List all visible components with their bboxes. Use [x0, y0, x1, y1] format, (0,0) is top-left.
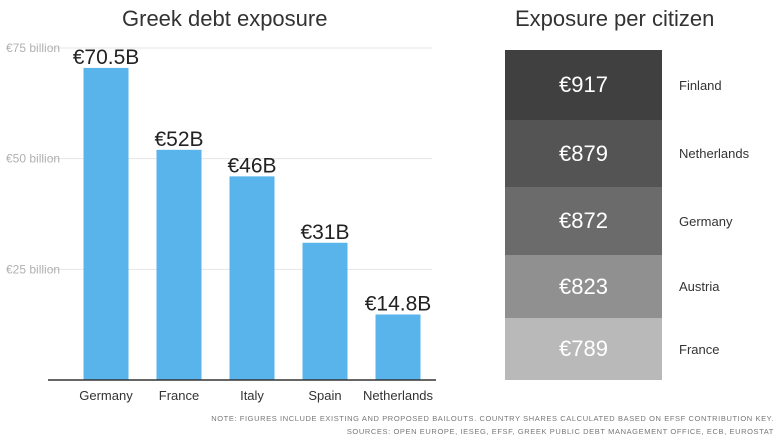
citizen-value: €879 [505, 120, 662, 187]
citizen-country: Germany [679, 213, 733, 229]
bar [156, 149, 202, 380]
citizen-row: €879 Netherlands [505, 120, 775, 187]
bar-chart-title: Greek debt exposure [122, 6, 328, 31]
citizen-value: €917 [505, 50, 662, 120]
chart-note: NOTE: Figures include existing and propo… [211, 414, 774, 423]
citizen-country: Netherlands [679, 146, 750, 161]
x-tick-label: Germany [79, 388, 133, 403]
citizen-exposure-table: €917 Finland €879 Netherlands €872 Germany €82… [505, 50, 775, 380]
citizen-value: €823 [505, 255, 662, 318]
y-tick-label: €25 billion [6, 262, 60, 276]
citizen-country: Finland [679, 77, 722, 93]
citizen-country: France [679, 341, 720, 357]
bar [83, 67, 129, 381]
bar [229, 176, 275, 380]
chart-sources: SOURCES: Open Europe, IESEG, EFSF, Greek… [346, 427, 774, 436]
bar [375, 314, 421, 380]
citizen-row: €872 Germany [505, 187, 775, 255]
citizen-row: €823 Austria [505, 255, 775, 318]
x-tick-label: Netherlands [363, 388, 434, 403]
bar-value-label: €31B [300, 221, 349, 244]
bar-value-label: €70.5B [73, 46, 140, 69]
citizen-row: €917 Finland [505, 50, 775, 120]
bar-value-label: €52B [154, 128, 203, 151]
citizen-country: Austria [679, 279, 720, 294]
citizen-panel-title: Exposure per citizen [515, 6, 715, 31]
citizen-value: €872 [505, 187, 662, 255]
citizen-value: €789 [505, 318, 662, 380]
citizen-row: €789 France [505, 318, 775, 380]
bar-value-label: €14.8B [365, 292, 432, 315]
bar [302, 242, 348, 380]
y-tick-label: €50 billion [6, 152, 60, 166]
x-tick-label: Spain [308, 388, 341, 403]
bar-value-label: €46B [227, 154, 276, 177]
bar-chart: €25 billion €50 billion €75 billion €70.5B G… [6, 41, 436, 403]
x-tick-label: France [159, 388, 199, 403]
x-tick-label: Italy [240, 388, 264, 403]
y-tick-label: €75 billion [6, 41, 60, 55]
